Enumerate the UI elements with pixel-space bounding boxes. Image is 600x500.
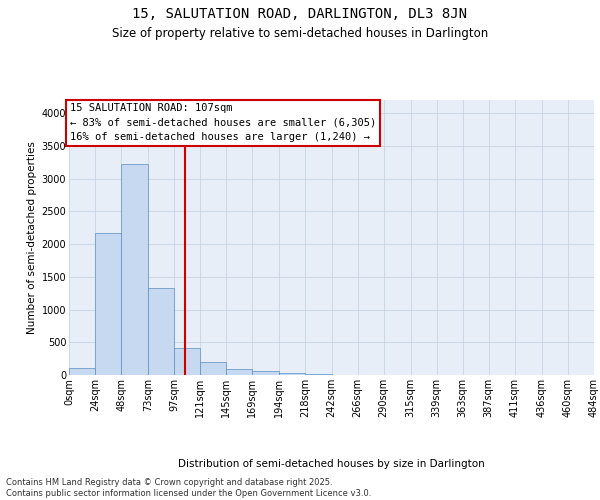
Bar (148, 288, 174, 375)
Text: Size of property relative to semi-detached houses in Darlington: Size of property relative to semi-detach… (112, 28, 488, 40)
Bar (280, 373, 305, 375)
Bar (95, 233, 121, 375)
Bar (305, 374, 332, 375)
Y-axis label: Number of semi-detached properties: Number of semi-detached properties (28, 141, 37, 334)
Bar (226, 369, 253, 375)
Text: 15 SALUTATION ROAD: 107sqm
← 83% of semi-detached houses are smaller (6,305)
16%: 15 SALUTATION ROAD: 107sqm ← 83% of semi… (70, 104, 376, 142)
X-axis label: Distribution of semi-detached houses by size in Darlington: Distribution of semi-detached houses by … (178, 459, 485, 469)
Bar (253, 371, 280, 375)
Text: 15, SALUTATION ROAD, DARLINGTON, DL3 8JN: 15, SALUTATION ROAD, DARLINGTON, DL3 8JN (133, 8, 467, 22)
Bar (200, 362, 226, 375)
Bar (121, 164, 148, 375)
Text: Contains HM Land Registry data © Crown copyright and database right 2025.
Contai: Contains HM Land Registry data © Crown c… (6, 478, 371, 498)
Bar (69, 368, 95, 375)
Bar (174, 348, 200, 375)
